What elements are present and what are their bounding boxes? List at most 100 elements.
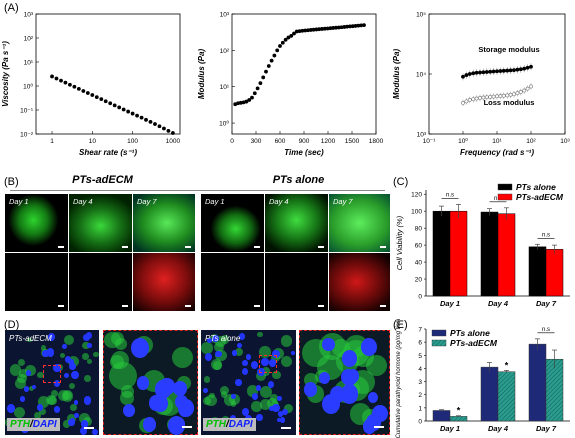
panel-label-d: (D) — [4, 319, 20, 331]
data-point — [90, 93, 95, 97]
nucleus — [46, 348, 55, 357]
category-label: Day 7 — [536, 299, 557, 308]
y-tick-label: 10² — [24, 36, 34, 43]
nucleus — [245, 354, 252, 361]
nucleus — [368, 391, 379, 403]
scale-bar — [122, 305, 128, 307]
bar — [497, 371, 516, 422]
nucleus — [136, 375, 150, 390]
nucleus — [62, 343, 68, 349]
pth-signal — [281, 356, 293, 368]
nucleus — [235, 378, 242, 386]
nucleus — [256, 385, 262, 391]
pth-signal — [82, 353, 89, 360]
day-label: Day 1 — [205, 197, 225, 206]
y-tick-label: 0 — [418, 419, 422, 426]
nucleus — [291, 350, 296, 356]
pth-signal — [110, 350, 129, 370]
panel-label-a: (A) — [4, 2, 19, 14]
pth-signal — [51, 390, 59, 398]
pth-signal — [235, 348, 244, 357]
pth-signal — [14, 406, 26, 419]
nucleus — [142, 416, 157, 432]
pth-label: PTH — [10, 419, 30, 430]
category-label: Day 4 — [488, 424, 509, 433]
dapi-label: DAPI — [32, 419, 57, 430]
red-fluorescence-image — [133, 253, 195, 311]
nucleus — [173, 381, 187, 397]
data-point — [126, 109, 131, 114]
data-point — [252, 91, 257, 96]
pth-signal — [223, 394, 235, 406]
nucleus — [206, 337, 212, 344]
category-label: Day 4 — [488, 299, 509, 308]
nucleus — [48, 333, 56, 341]
nucleus — [204, 352, 212, 361]
data-point — [54, 76, 59, 81]
nucleus — [68, 418, 75, 426]
nucleus — [64, 356, 71, 364]
x-tick-label: 1800 — [369, 138, 384, 145]
pth-signal — [37, 396, 50, 408]
nucleus — [242, 359, 248, 366]
pth-signal — [214, 341, 225, 352]
data-point — [508, 92, 513, 97]
nucleus — [329, 386, 346, 403]
nucleus — [236, 342, 243, 349]
group-title-adecm: PTs-adECM — [72, 174, 133, 186]
data-point — [292, 31, 296, 36]
nucleus — [179, 404, 191, 417]
cell-viability-chart: 0 20 40 60 80 100 120 Cell Viability (%) Day 1 n.… — [395, 182, 570, 308]
scale-bar — [58, 305, 64, 307]
data-point — [247, 98, 252, 102]
bar — [432, 410, 451, 422]
nucleus — [341, 350, 358, 368]
y-tick-label: 120 — [411, 192, 422, 199]
pth-signal — [272, 371, 281, 380]
nucleus — [269, 359, 276, 367]
data-point — [261, 75, 266, 80]
data-point — [258, 81, 263, 86]
stain-legend-alone: PTH/DAPI — [203, 418, 256, 431]
nucleus — [23, 386, 29, 392]
nucleus — [272, 350, 280, 359]
nucleus — [63, 372, 69, 379]
y-axis-label: Cell Viability (%) — [395, 215, 404, 270]
nucleus — [267, 381, 274, 388]
data-point — [108, 101, 113, 106]
data-point — [283, 37, 288, 42]
red-fluorescence-image — [5, 253, 68, 311]
y-tick-label: 10³ — [220, 12, 230, 19]
bar — [449, 210, 468, 297]
data-point — [512, 92, 516, 97]
data-point — [135, 113, 139, 118]
data-point — [157, 124, 162, 129]
significance-label: * — [505, 360, 509, 370]
nucleus — [159, 378, 175, 395]
fluorescence-image-grid: PTs-adECM PTs alone Day 1 Day 4 Day 7 Day 1… — [5, 174, 390, 314]
data-point — [525, 86, 530, 91]
bar — [480, 211, 499, 297]
nucleus — [269, 405, 274, 411]
data-point — [278, 44, 282, 48]
x-tick-label: 1500 — [345, 138, 360, 145]
x-tick-label: 100 — [127, 138, 138, 145]
plot-frame — [35, 13, 181, 135]
data-point — [471, 71, 476, 76]
nucleus — [362, 418, 377, 434]
green-fluorescence-image: Day 1 — [201, 194, 264, 252]
data-point — [461, 100, 465, 105]
y-tick-label: 10³ — [24, 12, 34, 19]
x-tick-label: 900 — [299, 138, 310, 145]
viscosity-chart: 1 10 100 1000 10⁻² 10⁻¹ 10⁰ 10¹ 10² 10³ Shear rate… — [1, 12, 181, 158]
data-point — [264, 69, 268, 74]
nucleus — [79, 426, 87, 436]
y-axis-label: Viscosity (Pa s⁻¹) — [1, 41, 10, 107]
nucleus — [272, 404, 280, 413]
data-point — [515, 91, 520, 96]
x-tick-label: 10⁻¹ — [423, 138, 437, 145]
data-point — [289, 33, 294, 38]
y-tick-label: 3 — [418, 379, 422, 386]
nucleus — [282, 409, 288, 416]
scale-bar — [281, 427, 291, 429]
